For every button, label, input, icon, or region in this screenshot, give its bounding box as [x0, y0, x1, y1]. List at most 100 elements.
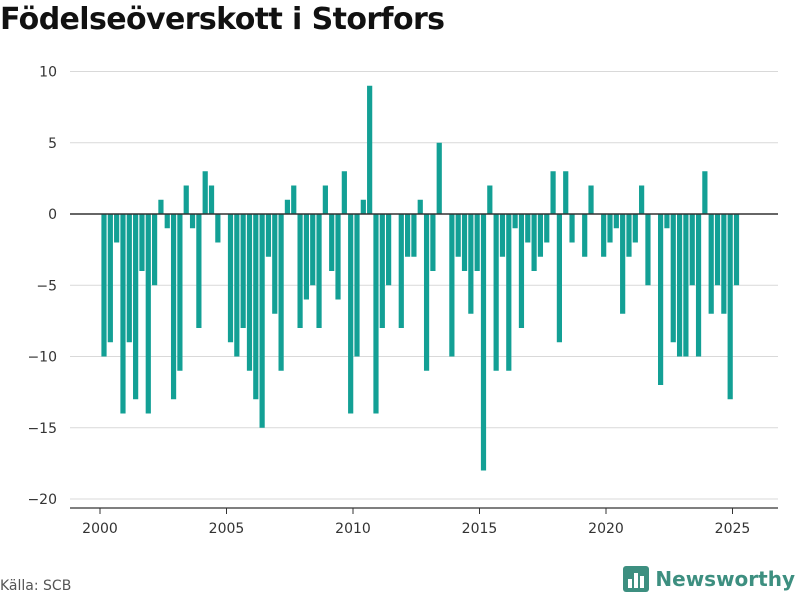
bar [227, 214, 234, 343]
bar [152, 214, 158, 286]
bar [101, 214, 107, 357]
bar [379, 214, 385, 328]
bar-chart: 2000 2005 2010 2015 2020 2025 10 5 0 −5 −10 −15 −20 [27, 65, 778, 537]
bar [480, 214, 487, 471]
bar [310, 214, 316, 286]
bar [386, 214, 392, 286]
bar [202, 171, 208, 214]
x-tick-label: 2005 [209, 521, 245, 537]
bar [126, 214, 132, 343]
bar [120, 214, 126, 414]
source-note: Källa: SCB [0, 578, 72, 594]
bar [183, 185, 189, 214]
bar [114, 214, 120, 243]
bar [550, 171, 556, 214]
bar [714, 214, 721, 286]
bar-series [101, 85, 740, 471]
bar [430, 214, 436, 271]
bar [398, 214, 404, 328]
bar [506, 214, 512, 371]
bar [695, 214, 702, 357]
bar [721, 214, 727, 314]
bar [341, 171, 347, 214]
bar [493, 214, 499, 371]
bar [632, 214, 638, 243]
bar [474, 214, 480, 271]
bar [417, 199, 423, 214]
bar [436, 142, 442, 214]
bar [423, 214, 430, 371]
bar [158, 199, 164, 214]
bar [620, 214, 626, 314]
bar [164, 214, 170, 229]
bar [639, 185, 645, 214]
x-tick-label: 2015 [462, 521, 498, 537]
bar [133, 214, 139, 400]
bar [601, 214, 607, 257]
bar [658, 214, 664, 385]
bar [676, 214, 683, 357]
bar [556, 214, 562, 343]
brand-name: Newsworthy [655, 567, 795, 591]
bar [683, 214, 689, 357]
bar [322, 185, 328, 214]
bar [518, 214, 525, 328]
x-axis-ticks: 2000 2005 2010 2015 2020 2025 [82, 508, 750, 537]
y-tick-label: 0 [48, 207, 57, 223]
bar [582, 214, 588, 257]
bar [455, 214, 461, 257]
bar [449, 214, 455, 357]
bar [499, 214, 506, 257]
y-tick-label: −20 [27, 492, 57, 508]
bar [348, 214, 354, 414]
y-tick-label: −15 [27, 421, 57, 437]
bar [297, 214, 303, 328]
x-tick-label: 2000 [82, 521, 118, 537]
bar [525, 214, 531, 243]
bar [461, 214, 468, 271]
bar [689, 214, 695, 286]
y-tick-label: 10 [39, 65, 57, 81]
bar [208, 185, 215, 214]
bar [708, 214, 714, 314]
bar [664, 214, 670, 229]
bar [569, 214, 575, 243]
bar [727, 214, 733, 400]
y-tick-label: −5 [36, 278, 57, 294]
bar [278, 214, 284, 371]
bar [189, 214, 196, 229]
bar [329, 214, 335, 271]
bar [335, 214, 341, 300]
bar [291, 185, 297, 214]
bar [487, 185, 493, 214]
bar [246, 214, 253, 371]
bar [284, 199, 291, 214]
bar [177, 214, 183, 371]
bar [373, 214, 379, 414]
bar [259, 214, 265, 428]
y-axis-tick-labels: 10 5 0 −5 −10 −15 −20 [27, 65, 57, 509]
bar [626, 214, 632, 257]
bar [354, 214, 360, 357]
bar [303, 214, 309, 300]
bar [139, 214, 145, 271]
bar [196, 214, 202, 328]
bar [531, 214, 537, 271]
bar [170, 214, 177, 400]
bar [588, 185, 594, 214]
x-tick-label: 2010 [335, 521, 371, 537]
bar [537, 214, 544, 257]
bar [234, 214, 240, 357]
bar [563, 171, 569, 214]
bar [240, 214, 246, 328]
bar [405, 214, 411, 257]
bar [316, 214, 322, 328]
chart-title: Födelseöverskott i Storfors [0, 2, 445, 37]
bar [544, 214, 550, 243]
bar [411, 214, 417, 257]
bar [613, 214, 619, 229]
bar [107, 214, 113, 343]
brand-logo[interactable]: Newsworthy [623, 566, 795, 592]
bar [607, 214, 613, 243]
bar [272, 214, 278, 314]
